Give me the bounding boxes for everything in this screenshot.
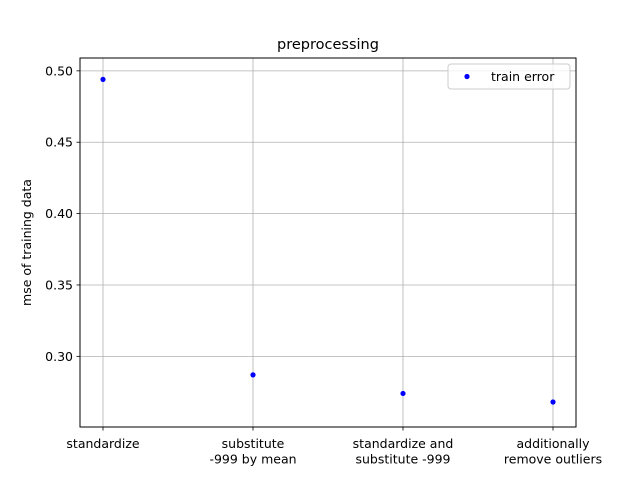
point-layer xyxy=(100,76,556,405)
grid-layer xyxy=(80,58,576,427)
tick-layer: 0.30 0.35 0.40 0.45 0.50 standardize substitut… xyxy=(45,63,602,466)
y-tick-label: 0.35 xyxy=(45,277,73,292)
x-tick-label: additionally remove outliers xyxy=(504,436,602,467)
data-point xyxy=(250,372,256,378)
x-tick-label: standardize and substitute -999 xyxy=(353,436,454,467)
legend-label-train-error: train error xyxy=(491,69,555,84)
x-tick-label: standardize xyxy=(66,436,139,451)
data-point xyxy=(100,76,106,83)
y-tick-label: 0.40 xyxy=(45,206,73,221)
y-tick-label: 0.30 xyxy=(45,349,73,364)
data-point xyxy=(400,390,406,397)
legend-marker-train-error xyxy=(464,73,470,80)
y-tick-label: 0.45 xyxy=(45,135,73,150)
plot-frame xyxy=(79,57,577,428)
legend-box xyxy=(447,63,571,90)
y-axis-label: mse of training data xyxy=(19,179,34,306)
x-tick-label: substitute -999 by mean xyxy=(209,436,296,467)
y-tick-label: 0.50 xyxy=(45,63,73,78)
data-point xyxy=(550,399,556,405)
chart-title: preprocessing xyxy=(277,37,379,53)
legend: train error xyxy=(447,63,571,90)
